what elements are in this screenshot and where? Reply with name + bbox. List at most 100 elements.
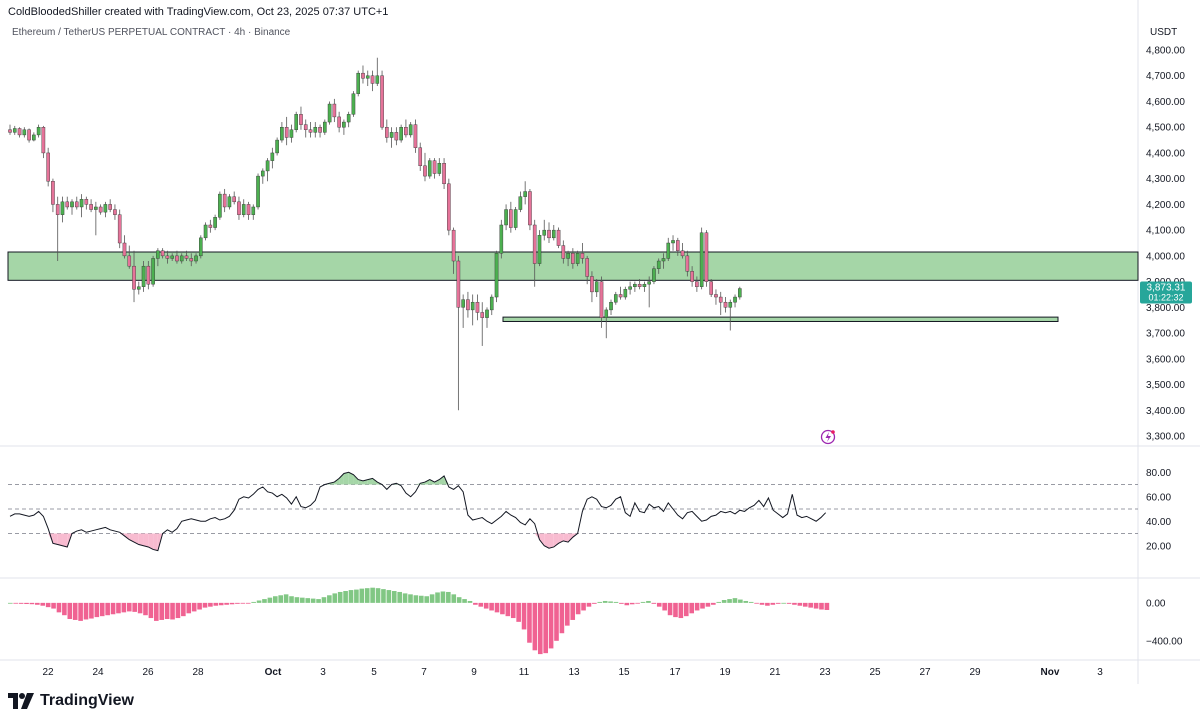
candle-body xyxy=(151,258,155,285)
candle xyxy=(561,240,566,264)
histogram-bar xyxy=(732,598,738,603)
candle xyxy=(346,111,351,128)
lightning-icon-ring xyxy=(820,429,836,445)
candle-body xyxy=(671,240,675,244)
histogram-bar xyxy=(343,591,348,603)
candle xyxy=(408,122,413,138)
rsi-oversold-fill xyxy=(544,533,550,549)
candle-body xyxy=(89,204,93,210)
candle xyxy=(532,219,537,287)
candle-body xyxy=(337,116,341,128)
histogram-bar xyxy=(602,600,608,603)
histogram-bar xyxy=(218,602,224,606)
histogram-bar xyxy=(705,602,711,607)
candle-body xyxy=(451,229,456,262)
histogram-bar xyxy=(154,602,159,621)
histogram-bar xyxy=(256,600,262,603)
candle-body xyxy=(98,206,103,213)
histogram-bar xyxy=(159,602,165,620)
candle xyxy=(494,250,499,303)
candle-body xyxy=(585,258,589,277)
histogram-bar xyxy=(575,602,581,615)
candle-body xyxy=(165,255,170,259)
histogram-bar xyxy=(89,602,94,619)
candle-body xyxy=(8,129,12,133)
candle xyxy=(22,127,27,138)
time-tick-label: Nov xyxy=(1041,667,1060,678)
time-tick-label: 29 xyxy=(969,667,981,678)
candle xyxy=(466,291,470,318)
histogram-bar xyxy=(375,588,381,603)
price-tick-label: 4,000.00 xyxy=(1146,251,1185,262)
time-tick-label: 24 xyxy=(92,667,104,678)
rsi-overbought-fill xyxy=(439,475,445,485)
histogram-bar xyxy=(18,602,24,604)
candle-body xyxy=(117,214,122,244)
candle xyxy=(551,224,556,241)
histogram-bar xyxy=(727,599,732,603)
candle xyxy=(55,196,60,262)
histogram-bar xyxy=(13,602,19,604)
histogram-bar xyxy=(29,602,35,605)
candle xyxy=(41,125,46,159)
histogram-bar xyxy=(56,602,62,613)
candle xyxy=(280,122,284,143)
candle xyxy=(432,158,437,179)
tradingview-logo-text: TradingView xyxy=(40,692,134,709)
histogram-bar xyxy=(83,602,89,620)
histogram-bar xyxy=(786,602,792,604)
candle-body xyxy=(466,299,470,311)
candle xyxy=(146,261,151,290)
candle-body xyxy=(70,201,74,208)
time-tick-label: 19 xyxy=(719,667,731,678)
histogram-bar xyxy=(332,593,338,603)
histogram-bar xyxy=(619,602,624,604)
candle xyxy=(98,204,103,215)
rsi-overbought-fill xyxy=(343,472,349,485)
time-tick-label: 9 xyxy=(471,667,477,678)
candle xyxy=(504,204,508,231)
histogram-bar xyxy=(170,602,175,620)
candle-body xyxy=(666,242,671,259)
candle xyxy=(70,199,74,215)
rsi-oversold-fill xyxy=(62,533,68,547)
tradingview-logo[interactable]: TradingView xyxy=(8,692,134,710)
candle-body xyxy=(265,160,270,172)
candle xyxy=(89,199,93,213)
candle-body xyxy=(294,114,299,130)
candle-body xyxy=(289,129,294,138)
histogram-bar xyxy=(78,602,83,621)
histogram-bar xyxy=(446,591,451,603)
candle xyxy=(642,281,647,292)
candle-body xyxy=(423,165,427,177)
histogram-bar xyxy=(743,600,749,603)
rsi-tick-label: 60.00 xyxy=(1146,492,1171,503)
histogram-bar xyxy=(700,602,705,609)
candle-body xyxy=(308,129,313,133)
candle xyxy=(27,128,31,143)
candle xyxy=(65,196,70,210)
candle-body xyxy=(556,229,561,246)
histogram-bar xyxy=(808,602,813,608)
price-tick-label: 4,500.00 xyxy=(1146,123,1185,134)
rsi-oversold-fill xyxy=(539,533,545,546)
candle-body xyxy=(714,294,718,298)
candle-body xyxy=(46,152,50,182)
histogram-bar xyxy=(543,602,548,654)
rsi-oversold-fill xyxy=(143,533,149,547)
histogram-bar xyxy=(678,602,684,619)
candle-body xyxy=(571,253,575,264)
histogram-bar xyxy=(716,601,722,603)
candle xyxy=(132,250,136,303)
candle-body xyxy=(704,232,709,282)
candle-body xyxy=(65,201,70,208)
candle-body xyxy=(127,255,132,267)
candle-body xyxy=(637,283,642,287)
candle xyxy=(385,119,389,143)
candle xyxy=(203,222,208,241)
histogram-bar xyxy=(521,602,527,630)
rsi-tick-label: 80.00 xyxy=(1146,468,1171,479)
candle xyxy=(198,235,203,259)
histogram-bar xyxy=(775,602,781,604)
